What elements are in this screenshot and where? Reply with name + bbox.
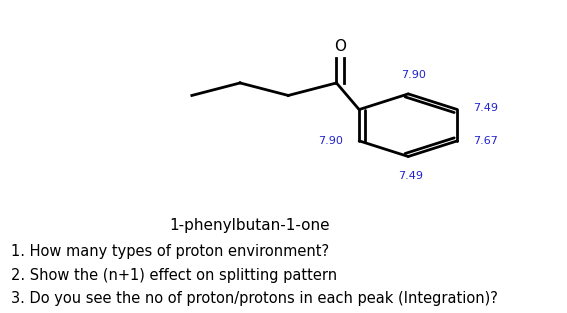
Text: 7.67: 7.67 — [473, 136, 498, 146]
Text: O: O — [334, 39, 346, 54]
Text: 3. Do you see the no of proton/protons in each peak (Integration)?: 3. Do you see the no of proton/protons i… — [11, 291, 498, 306]
Text: 1-phenylbutan-1-one: 1-phenylbutan-1-one — [169, 218, 330, 233]
Text: 7.49: 7.49 — [473, 103, 498, 113]
Text: 7.49: 7.49 — [399, 171, 424, 181]
Text: 1. How many types of proton environment?: 1. How many types of proton environment? — [11, 244, 329, 259]
Text: 7.90: 7.90 — [319, 136, 343, 146]
Text: 2. Show the (n+1) effect on splitting pattern: 2. Show the (n+1) effect on splitting pa… — [11, 268, 337, 283]
Text: 7.90: 7.90 — [401, 70, 426, 80]
